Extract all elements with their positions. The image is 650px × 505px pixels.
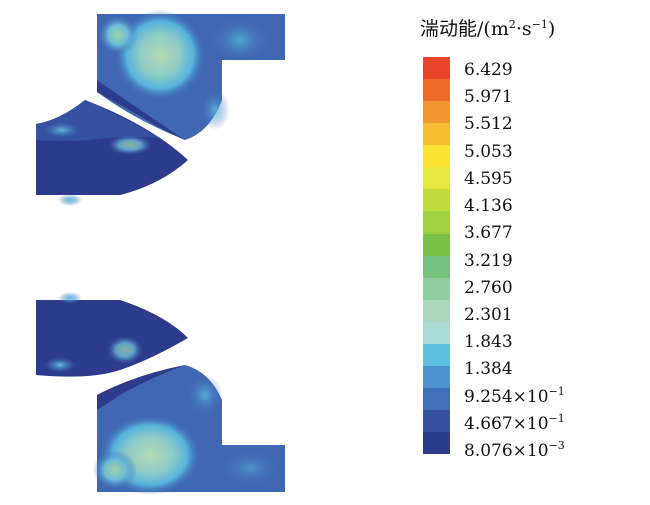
tick-mantissa: 8.076×10 (464, 441, 549, 461)
legend-title-mid: ·s (515, 18, 532, 40)
legend-title-main: 湍动能/(m (420, 18, 509, 40)
tick-mantissa: 5.971 (464, 87, 513, 108)
tick-mantissa: 4.136 (464, 196, 513, 217)
colorbar-tick-label: 4.667×10−1 (464, 413, 565, 434)
colorbar-tick-label: 2.301 (464, 304, 513, 325)
colorbar-tick-label: 5.053 (464, 141, 513, 162)
colorbar-segment (423, 189, 450, 212)
colorbar-segment (423, 123, 450, 146)
colorbar-tick-label: 1.384 (464, 361, 513, 378)
colorbar-segment (423, 387, 450, 410)
tick-mantissa: 5.512 (464, 114, 513, 135)
colorbar-segment (423, 343, 450, 366)
legend-title-end: ) (547, 18, 556, 40)
colorbar-segment (423, 321, 450, 344)
colorbar-segment (423, 145, 450, 168)
colorbar-tick-label: 3.219 (464, 250, 513, 271)
tick-mantissa: 3.219 (464, 250, 513, 271)
tick-mantissa: 2.301 (464, 304, 513, 325)
tick-exponent: −1 (548, 384, 565, 398)
colorbar-tick-label: 1.843 (464, 334, 513, 351)
colorbar-segment (423, 410, 450, 433)
colorbar-tick-label: 9.254×10−1 (464, 386, 565, 407)
legend-title-sup1: 2 (508, 18, 516, 31)
tick-mantissa: 1.384 (464, 359, 513, 380)
colorbar-segment (423, 57, 450, 80)
tick-mantissa: 2.760 (464, 277, 513, 298)
colorbar-tick-label: 8.076×10−3 (464, 440, 565, 461)
tick-mantissa: 4.667×10 (464, 413, 549, 434)
colorbar-segment (423, 79, 450, 102)
colorbar-tick-label: 6.429 (464, 62, 513, 79)
colorbar-segment (423, 255, 450, 278)
tick-mantissa: 5.053 (464, 141, 513, 162)
colorbar-segment (423, 365, 450, 388)
upper-region (97, 10, 285, 140)
colorbar-tick-label: 5.971 (464, 89, 513, 106)
colorbar-tick-label: 4.136 (464, 198, 513, 215)
colorbar-segment (423, 299, 450, 322)
colorbar-segment (423, 167, 450, 190)
colorbar-segment (423, 211, 450, 234)
colorbar-tick-labels: 6.429 5.971 5.512 5.053 4.595 4.136 3.677 3.219… (464, 57, 644, 460)
colorbar-tick-label: 3.677 (464, 225, 513, 242)
colorbar-segment (423, 277, 450, 300)
tick-mantissa: 6.429 (464, 60, 513, 80)
legend-title-sup2: −1 (531, 18, 548, 31)
colorbar-tick-label: 5.512 (464, 116, 513, 133)
tick-mantissa: 3.677 (464, 223, 513, 244)
colorbar-tick-label: 2.760 (464, 277, 513, 298)
colorbar-segment (423, 101, 450, 124)
tick-mantissa: 1.843 (464, 332, 513, 353)
left-block (36, 100, 188, 377)
left-block-base (36, 100, 188, 377)
colorbar-tick-label: 4.595 (464, 168, 513, 189)
tick-exponent: −1 (548, 411, 565, 425)
colorbar-segment (423, 432, 450, 455)
lower-region (93, 365, 285, 495)
tick-exponent: −3 (548, 439, 565, 452)
legend-title: 湍动能/(m2·s−1) (420, 14, 555, 41)
colorbar (423, 57, 450, 455)
tick-mantissa: 9.254×10 (464, 386, 549, 407)
colorbar-segment (423, 233, 450, 256)
tick-mantissa: 4.595 (464, 168, 513, 189)
